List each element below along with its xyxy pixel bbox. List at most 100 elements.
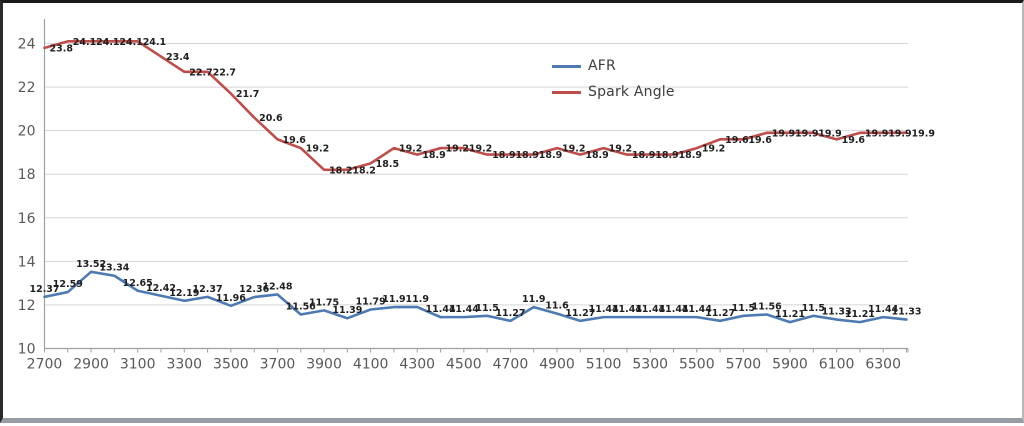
y-tick-label: 16 [18, 211, 36, 227]
x-tick-label: 4900 [539, 357, 575, 373]
legend-item-afr: AFR [552, 53, 675, 79]
afr-data-label: 11.39 [332, 305, 362, 316]
afr-data-label: 11.21 [845, 309, 875, 320]
spark-angle-data-label: 24.1 [119, 37, 142, 48]
spark-angle-data-label: 18.9 [655, 150, 678, 161]
spark-angle-data-label: 19.9 [865, 128, 888, 139]
chart-svg: 10 12 14 16 18 20 22 24 2700 2900 3100 3300 3500 3700… [18, 19, 935, 373]
x-tick-label: 5300 [632, 357, 668, 373]
x-tick-label: 6300 [865, 357, 901, 373]
spark-angle-data-label: 19.6 [842, 135, 866, 146]
x-tick-label: 4700 [493, 357, 529, 373]
afr-data-label: 11.33 [891, 307, 921, 318]
x-tick-label: 5900 [772, 357, 808, 373]
afr-data-label: 11.5 [802, 303, 825, 314]
x-tick-label: 2900 [73, 357, 109, 373]
afr-data-label: 11.56 [286, 302, 316, 313]
x-tick-label: 4500 [446, 357, 482, 373]
chart-area: 10 12 14 16 18 20 22 24 2700 2900 3100 3300 3500 3700… [3, 3, 1024, 426]
afr-data-label: 11.44 [658, 304, 688, 315]
spark-angle-data-label: 18.5 [376, 159, 399, 170]
spark-angle-data-label: 23.4 [166, 52, 190, 63]
spark-angle-line-swatch-icon [552, 90, 581, 94]
afr-data-label: 11.27 [705, 308, 735, 319]
afr-data-label: 11.44 [589, 304, 619, 315]
afr-data-label: 11.44 [449, 304, 479, 315]
afr-data-label: 11.27 [495, 308, 525, 319]
x-tick-label: 4300 [399, 357, 435, 373]
y-tick-label: 22 [18, 80, 36, 96]
spark-angle-data-label: 19.2 [702, 144, 725, 155]
spark-angle-data-label: 20.6 [259, 113, 283, 124]
spark-angle-data-label: 18.9 [679, 150, 702, 161]
afr-data-label: 13.34 [99, 263, 129, 274]
spark-angle-data-label: 24.1 [73, 37, 96, 48]
x-tick-label: 5100 [586, 357, 622, 373]
y-tick-label: 10 [18, 342, 36, 358]
spark-angle-data-label: 22.7 [189, 67, 212, 78]
spark-angle-data-label: 23.8 [50, 43, 74, 54]
spark-angle-data-label: 19.9 [888, 128, 911, 139]
spark-angle-data-label: 18.9 [515, 150, 538, 161]
afr-data-label: 11.9 [406, 294, 429, 305]
x-tick-label: 3300 [166, 357, 202, 373]
x-tick-label: 5700 [726, 357, 762, 373]
y-tick-label: 12 [18, 298, 36, 314]
afr-data-label: 12.37 [193, 284, 223, 295]
spark-angle-data-label: 18.9 [422, 150, 445, 161]
spark-angle-data-label: 18.9 [539, 150, 562, 161]
spark-angle-data-label: 21.7 [236, 89, 259, 100]
spark-angle-data-label: 19.9 [818, 128, 841, 139]
x-tick-label: 3500 [213, 357, 249, 373]
afr-data-label: 11.6 [545, 301, 569, 312]
afr-legend-label: AFR [588, 58, 616, 74]
afr-data-label: 11.96 [216, 293, 246, 304]
spark-angle-data-label: 18.9 [492, 150, 515, 161]
afr-data-label: 11.44 [612, 304, 642, 315]
spark-angle-data-label: 19.2 [562, 144, 585, 155]
afr-data-label: 13.52 [76, 259, 106, 270]
spark-angle-data-label: 18.9 [632, 150, 655, 161]
afr-data-label: 11.27 [565, 308, 595, 319]
spark-angle-data-label: 18.2 [329, 165, 352, 176]
spark-angle-data-label: 19.6 [748, 135, 772, 146]
spark-angle-data-label: 19.2 [446, 144, 469, 155]
spark-angle-data-label: 24.1 [96, 37, 119, 48]
spark-angle-data-label: 19.9 [795, 128, 818, 139]
x-tick-label: 3100 [120, 357, 156, 373]
spark-angle-data-label: 24.1 [143, 37, 166, 48]
afr-data-label: 12.65 [123, 278, 153, 289]
spark-angle-data-label: 19.2 [469, 144, 492, 155]
afr-data-label: 11.44 [868, 304, 898, 315]
x-tick-label: 3900 [306, 357, 342, 373]
afr-data-label: 11.56 [752, 302, 782, 313]
afr-data-label: 12.42 [146, 283, 176, 294]
spark-angle-legend-label: Spark Angle [588, 84, 675, 100]
spark-angle-line [43, 40, 908, 172]
spark-angle-data-label: 18.2 [352, 165, 375, 176]
afr-data-label: 11.5 [475, 303, 498, 314]
afr-data-label: 11.44 [635, 304, 665, 315]
afr-data-label: 11.44 [426, 304, 456, 315]
chart-legend: AFR Spark Angle [552, 53, 675, 105]
afr-data-label: 12.37 [29, 284, 59, 295]
afr-data-label: 11.44 [682, 304, 712, 315]
y-tick-label: 20 [18, 124, 36, 140]
x-tick-label: 5500 [679, 357, 715, 373]
afr-data-label: 12.48 [262, 281, 292, 292]
afr-data-label: 11.9 [382, 294, 405, 305]
spark-angle-data-label: 22.7 [213, 67, 236, 78]
x-tick-label: 2700 [27, 357, 63, 373]
afr-data-label: 11.75 [309, 297, 339, 308]
afr-data-label: 11.9 [522, 294, 545, 305]
spark-angle-data-label: 18.9 [585, 150, 608, 161]
spark-angle-data-label: 19.2 [399, 144, 422, 155]
spark-angle-data-label: 19.6 [725, 135, 749, 146]
y-tick-label: 24 [18, 36, 36, 52]
afr-data-label: 11.33 [822, 307, 852, 318]
y-tick-label: 14 [18, 254, 36, 270]
afr-data-label: 12.36 [239, 284, 269, 295]
spark-angle-data-label: 19.2 [306, 144, 329, 155]
spark-angle-data-label: 19.9 [772, 128, 795, 139]
